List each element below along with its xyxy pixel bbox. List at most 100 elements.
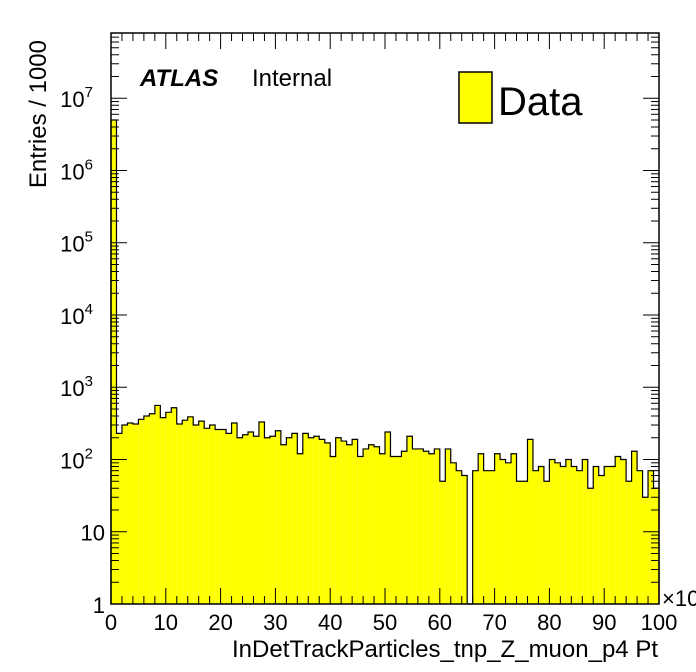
y-tick-label: 107 [60,84,93,112]
histogram-bar [352,439,358,604]
x-tick-label: 10 [154,610,178,635]
histogram-bar [604,466,610,604]
histogram-bar [308,437,314,604]
histogram-bar [582,459,588,604]
histogram-bar [412,448,418,604]
histogram-bar [494,453,501,604]
histogram-bar [132,423,139,604]
histogram-bar [121,425,128,604]
histogram-bar [368,444,375,604]
x-tick-label: 80 [537,610,561,635]
histogram-bar [302,433,309,604]
histogram-bar [165,412,172,604]
histogram-bar [538,466,544,604]
histogram-bar [554,462,561,604]
atlas-label: ATLAS [139,65,218,92]
histogram-bar [511,453,517,604]
x-tick-label: 50 [373,610,397,635]
histogram-bar [385,432,391,604]
histogram-outline [110,119,660,605]
y-tick-label: 104 [60,301,93,329]
histogram-bar [275,430,281,604]
histogram-bar [324,442,331,604]
histogram-bar [620,459,627,604]
x-tick-label: 0 [105,610,117,635]
histogram-bar [182,420,188,604]
histogram-bar [138,419,144,604]
y-tick-label: 1 [93,593,105,618]
histogram-bar [648,470,654,604]
histogram-bar [527,439,533,604]
y-tick-label: 106 [60,156,93,184]
histogram-bar [516,481,522,604]
histogram-bar [631,451,638,604]
histogram-bar [434,448,440,604]
histogram-bar [160,417,166,604]
histogram-bar [286,437,292,604]
histogram-bar [319,439,325,604]
histogram-bar [231,423,238,604]
histogram-bar [346,444,353,604]
x-multiplier-label: ×10³ [662,586,696,611]
histogram-bar [154,405,161,604]
legend-label: Data [498,80,583,124]
histogram-bar [478,453,484,604]
y-tick-label: 10 [81,521,105,546]
histogram-bar [237,437,243,604]
histogram-bar [269,436,276,604]
histogram-bar [226,433,232,604]
x-tick-label: 60 [428,610,452,635]
histogram-bar [264,437,270,604]
histogram-bar [341,441,347,604]
histogram-bar [335,437,342,604]
histogram-bar [532,470,539,604]
histogram-bar [450,462,457,604]
y-axis-title: Entries / 1000 [25,40,52,188]
histogram-bar [626,481,632,604]
histogram-bar [653,488,659,604]
x-tick-label: 40 [318,610,342,635]
histogram-bar [395,456,402,604]
histogram-bar [543,481,550,604]
histogram-bar [571,466,577,604]
histogram-bars [110,119,660,605]
axis-ticks [110,32,660,605]
histogram-bar [253,436,259,604]
histogram-bar [215,429,221,604]
histogram-bar [587,488,594,604]
histogram-bar [576,470,583,604]
histogram-bar [193,425,199,604]
histogram-bar [280,444,287,604]
internal-label: Internal [252,65,332,92]
histogram-bar [401,451,407,604]
y-tick-label: 105 [60,229,93,257]
histogram-bar [291,433,298,604]
histogram-bar [198,421,205,604]
histogram-bar [637,470,643,604]
histogram-bar [171,407,177,604]
histogram-bar [642,497,649,604]
histogram-bar [187,416,194,604]
histogram-bar [220,429,227,604]
histogram-bar [461,475,468,604]
histogram-bar [598,475,605,604]
histogram-bar [549,459,555,604]
histogram-bar [593,466,599,604]
histogram-bar [500,459,506,604]
histogram-bar [417,448,424,604]
x-axis-title: InDetTrackParticles_tnp_Z_muon_p4 Pt [232,636,658,663]
x-tick-label: 30 [263,610,287,635]
histogram-bar [357,456,364,604]
histogram-bar [209,425,216,604]
x-tick-label: 20 [208,610,232,635]
y-tick-labels: 1 10 102 103 104 105 106 107 [60,84,105,618]
histogram-bar [143,416,150,604]
histogram-bar [379,453,385,604]
histogram-bar [127,423,133,604]
histogram-bar [258,422,265,604]
histogram-bar [445,448,451,604]
histogram-bar [483,470,490,604]
histogram-bar [330,456,336,604]
histogram-bar [111,119,117,605]
